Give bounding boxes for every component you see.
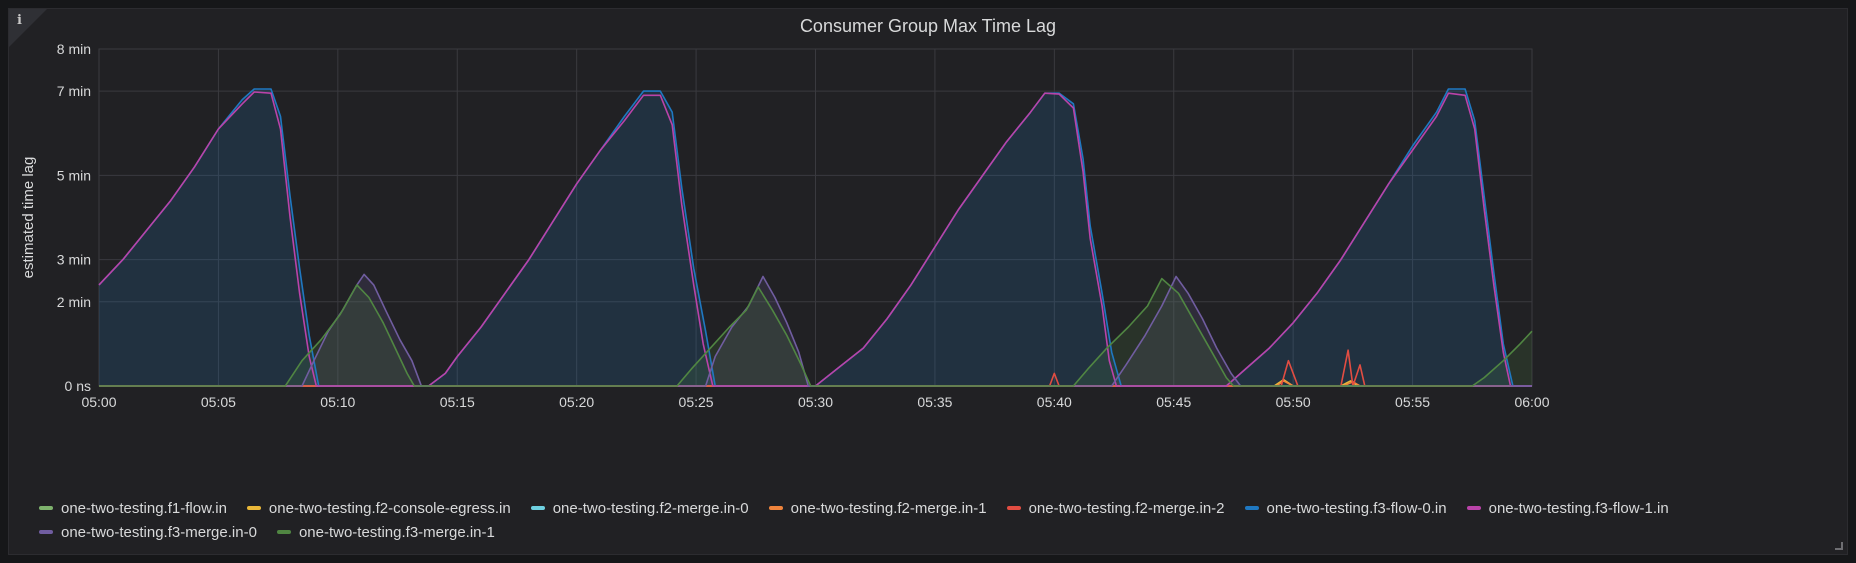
panel-info-corner[interactable] (9, 9, 47, 47)
legend-swatch (1006, 506, 1021, 510)
series-area-7 (99, 274, 1532, 386)
y-tick-label: 0 ns (65, 378, 91, 394)
legend-label: one-two-testing.f2-console-egress.in (268, 499, 511, 517)
x-tick-label: 06:00 (1514, 394, 1549, 410)
legend-label: one-two-testing.f3-merge.in-1 (298, 523, 495, 541)
series-line-8[interactable] (99, 277, 1533, 387)
legend-item[interactable]: one-two-testing.f3-merge.in-1 (276, 522, 495, 542)
graph-panel: i Consumer Group Max Time Lag 0 ns 2 min 3… (8, 8, 1848, 555)
legend-swatch (1466, 506, 1481, 510)
y-tick-label: 7 min (57, 83, 91, 99)
x-tick-label: 05:55 (1395, 394, 1430, 410)
series-line-6[interactable] (98, 91, 1532, 387)
panel-title[interactable]: Consumer Group Max Time Lag (799, 16, 1057, 36)
legend-label: one-two-testing.f2-merge.in-0 (552, 499, 749, 517)
chart-legend: one-two-testing.f1-flow.in one-two-testin… (39, 498, 1819, 542)
legend-item[interactable]: one-two-testing.f2-console-egress.in (246, 498, 511, 518)
panel-resize-handle[interactable] (1835, 542, 1843, 550)
legend-label: one-two-testing.f3-merge.in-0 (61, 523, 257, 541)
legend-swatch (276, 530, 291, 534)
legend-item[interactable]: one-two-testing.f3-flow-0.in (1244, 498, 1447, 518)
legend-label: one-two-testing.f3-flow-1.in (1488, 499, 1669, 517)
x-tick-label: 05:30 (798, 394, 833, 410)
legend-item[interactable]: one-two-testing.f2-merge.in-2 (1006, 498, 1225, 518)
legend-swatch (530, 506, 545, 510)
legend-swatch (39, 506, 53, 510)
series-area-8 (99, 278, 1532, 386)
legend-label: one-two-testing.f3-flow-0.in (1266, 499, 1447, 517)
legend-swatch (246, 506, 261, 510)
legend-swatch (39, 530, 53, 534)
y-axis-label: estimated time lag (20, 157, 37, 279)
x-tick-label: 05:35 (917, 394, 952, 410)
legend-item[interactable]: one-two-testing.f2-merge.in-1 (768, 498, 987, 518)
time-lag-chart[interactable]: 0 ns 2 min 3 min 5 min 7 min 8 min 05:00 05:05 0… (9, 9, 1847, 479)
legend-swatch (768, 506, 783, 510)
y-tick-label: 2 min (57, 294, 91, 310)
legend-label: one-two-testing.f2-merge.in-1 (790, 499, 987, 517)
legend-item[interactable]: one-two-testing.f3-merge.in-0 (39, 522, 257, 542)
x-tick-label: 05:50 (1276, 394, 1311, 410)
legend-item[interactable]: one-two-testing.f1-flow.in (39, 498, 227, 518)
x-tick-label: 05:05 (201, 394, 236, 410)
y-tick-label: 3 min (57, 252, 91, 268)
x-tick-label: 05:25 (679, 394, 714, 410)
series-area-5 (99, 89, 1532, 386)
legend-item[interactable]: one-two-testing.f2-merge.in-0 (530, 498, 749, 518)
legend-item[interactable]: one-two-testing.f3-flow-1.in (1466, 498, 1669, 518)
info-icon[interactable]: i (17, 13, 22, 28)
x-tick-label: 05:40 (1037, 394, 1072, 410)
legend-swatch (1244, 506, 1259, 510)
x-tick-label: 05:15 (440, 394, 475, 410)
legend-label: one-two-testing.f2-merge.in-2 (1028, 499, 1225, 517)
y-tick-label: 8 min (57, 41, 91, 57)
x-tick-label: 05:45 (1156, 394, 1191, 410)
x-tick-label: 05:10 (320, 394, 355, 410)
x-tick-label: 05:20 (559, 394, 594, 410)
legend-label: one-two-testing.f1-flow.in (61, 499, 227, 517)
x-tick-label: 05:00 (81, 394, 116, 410)
y-tick-label: 5 min (57, 167, 91, 183)
